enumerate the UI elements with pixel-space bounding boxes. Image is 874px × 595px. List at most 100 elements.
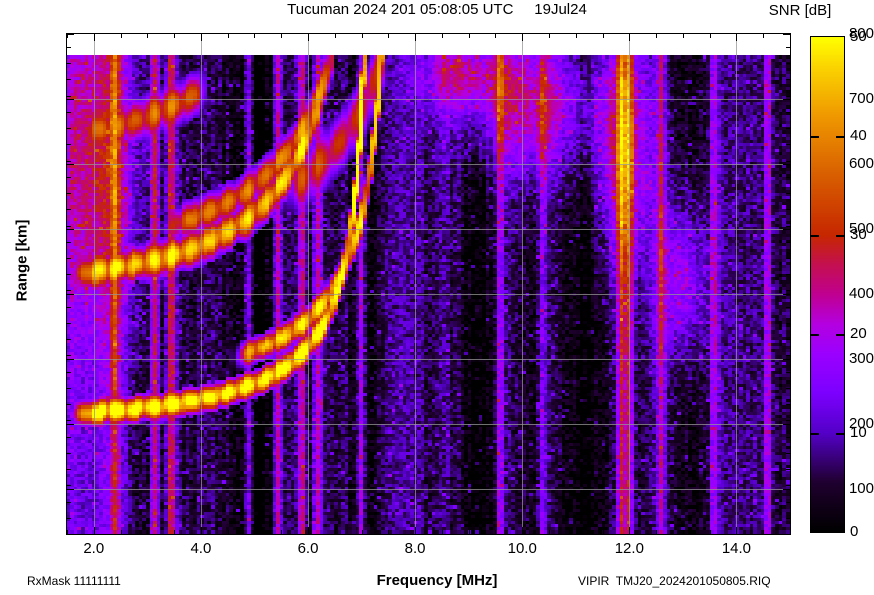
y-minor-tick — [67, 226, 71, 227]
y-minor-tick — [786, 355, 790, 356]
y-minor-tick — [786, 242, 790, 243]
y-tick-label-200: 200 — [848, 414, 874, 432]
y-tick-mark-right-200 — [783, 424, 790, 425]
y-minor-tick — [67, 469, 71, 470]
x-minor-tick — [603, 530, 604, 534]
x-minor-tick — [522, 34, 523, 38]
x-axis-label: Frequency [MHz] — [376, 572, 498, 589]
x-minor-tick — [656, 530, 657, 534]
x-minor-tick — [576, 530, 577, 534]
x-minor-tick — [201, 34, 202, 38]
y-minor-tick — [67, 437, 71, 438]
x-minor-tick — [228, 34, 229, 38]
y-tick-mark-500 — [67, 229, 74, 230]
x-minor-tick — [388, 34, 389, 38]
y-minor-tick — [786, 502, 790, 503]
x-minor-tick — [442, 34, 443, 38]
y-minor-tick — [67, 47, 71, 48]
x-minor-tick — [763, 530, 764, 534]
y-minor-tick — [67, 307, 71, 308]
y-minor-tick — [67, 372, 71, 373]
y-minor-tick — [786, 339, 790, 340]
y-minor-tick — [67, 453, 71, 454]
x-minor-tick — [549, 34, 550, 38]
y-minor-tick — [786, 193, 790, 194]
y-tick-mark-right-700 — [783, 99, 790, 100]
x-minor-tick — [174, 34, 175, 38]
y-minor-tick — [67, 193, 71, 194]
colorbar-tick-mark-right-10 — [836, 433, 844, 435]
y-minor-tick — [786, 177, 790, 178]
x-minor-tick — [281, 530, 282, 534]
x-minor-tick — [710, 530, 711, 534]
x-minor-tick — [94, 530, 95, 534]
colorbar-tick-mark-left-10 — [811, 433, 819, 435]
colorbar-tick-mark-right-30 — [836, 235, 844, 237]
ionogram-plot-area[interactable] — [66, 33, 791, 535]
y-minor-tick — [786, 226, 790, 227]
y-tick-label-800: 800 — [848, 25, 874, 42]
y-minor-tick — [67, 209, 71, 210]
x-minor-tick — [603, 34, 604, 38]
y-tick-mark-100 — [67, 489, 74, 490]
y-minor-tick — [67, 258, 71, 259]
colorbar-tick-mark-right-20 — [836, 334, 844, 336]
y-tick-label-400: 400 — [848, 284, 874, 302]
x-minor-tick — [469, 34, 470, 38]
colorbar-title: SNR [dB] — [768, 2, 832, 19]
y-minor-tick — [67, 274, 71, 275]
x-tick-label-8.0: 8.0 — [404, 540, 426, 557]
x-minor-tick — [415, 34, 416, 38]
x-minor-tick — [147, 34, 148, 38]
x-tick-label-4.0: 4.0 — [190, 540, 212, 557]
y-minor-tick — [67, 339, 71, 340]
y-minor-tick — [786, 63, 790, 64]
y-tick-mark-right-300 — [783, 359, 790, 360]
x-minor-tick — [736, 34, 737, 38]
y-minor-tick — [67, 96, 71, 97]
y-minor-tick — [786, 388, 790, 389]
x-minor-tick — [308, 530, 309, 534]
x-tick-label-6.0: 6.0 — [297, 540, 319, 557]
y-tick-label-300: 300 — [848, 349, 874, 367]
y-minor-tick — [67, 63, 71, 64]
x-minor-tick — [576, 34, 577, 38]
x-minor-tick — [201, 530, 202, 534]
y-minor-tick — [786, 534, 790, 535]
y-minor-tick — [786, 404, 790, 405]
x-minor-tick — [147, 530, 148, 534]
y-minor-tick — [67, 242, 71, 243]
x-minor-tick — [549, 530, 550, 534]
y-tick-mark-right-100 — [783, 489, 790, 490]
y-tick-mark-right-400 — [783, 294, 790, 295]
colorbar-tick-mark-left-40 — [811, 136, 819, 138]
y-tick-mark-300 — [67, 359, 74, 360]
x-minor-tick — [388, 530, 389, 534]
x-minor-tick — [790, 530, 791, 534]
y-minor-tick — [786, 209, 790, 210]
ionogram-canvas[interactable] — [67, 34, 790, 534]
colorbar[interactable] — [810, 36, 845, 533]
y-tick-mark-right-500 — [783, 229, 790, 230]
y-tick-mark-right-600 — [783, 164, 790, 165]
y-minor-tick — [67, 161, 71, 162]
colorbar-tick-label-0: 0 — [850, 523, 859, 540]
x-minor-tick — [522, 530, 523, 534]
x-minor-tick — [228, 530, 229, 534]
y-minor-tick — [786, 518, 790, 519]
y-minor-tick — [786, 144, 790, 145]
x-minor-tick — [254, 530, 255, 534]
y-tick-mark-200 — [67, 424, 74, 425]
x-minor-tick — [469, 530, 470, 534]
y-minor-tick — [786, 307, 790, 308]
x-minor-tick — [495, 34, 496, 38]
x-minor-tick — [335, 34, 336, 38]
y-minor-tick — [786, 469, 790, 470]
y-tick-label-100: 100 — [848, 479, 874, 497]
x-tick-label-10.0: 10.0 — [507, 540, 537, 557]
y-minor-tick — [786, 47, 790, 48]
y-minor-tick — [786, 96, 790, 97]
y-minor-tick — [786, 372, 790, 373]
y-tick-mark-right-800 — [783, 34, 790, 35]
